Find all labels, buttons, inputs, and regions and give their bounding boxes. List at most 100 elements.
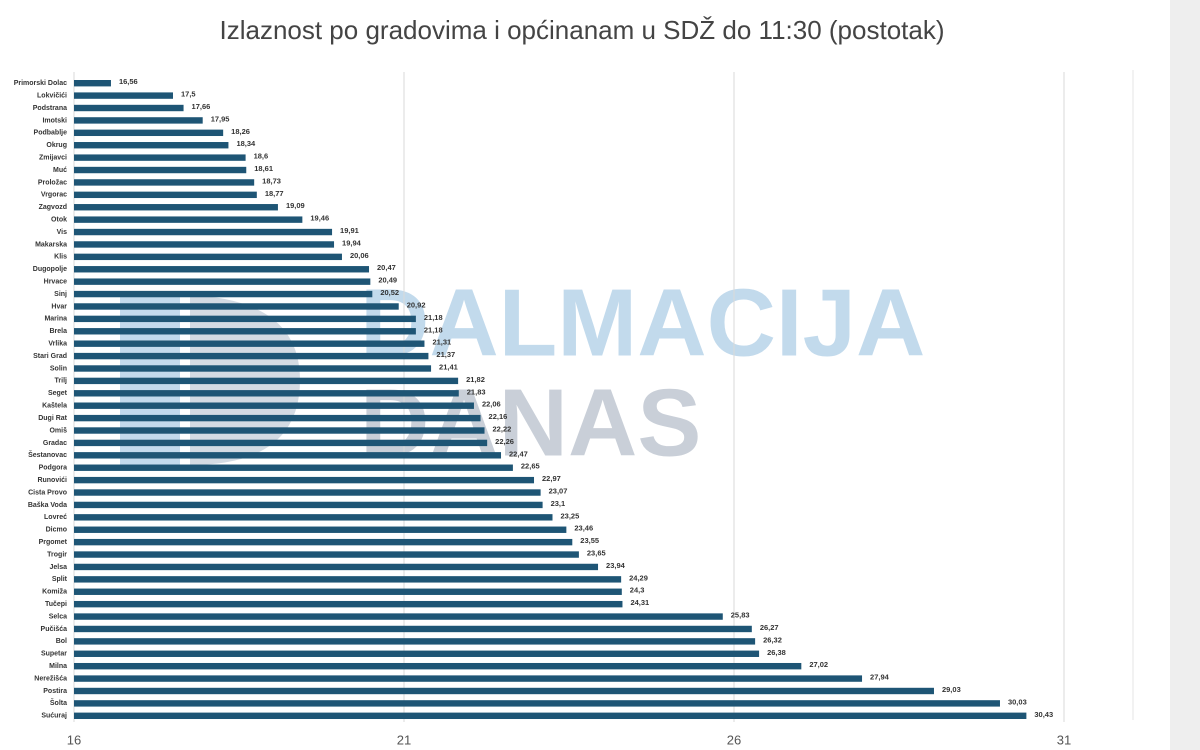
value-label: 18,34: [236, 139, 256, 148]
watermark: DALMACIJA DANAS: [120, 269, 925, 476]
value-label: 23,25: [561, 511, 580, 520]
value-label: 30,43: [1034, 710, 1053, 719]
bar: [74, 476, 535, 484]
bar: [74, 216, 303, 223]
bar: [74, 390, 459, 397]
category-label: Zmijavci: [39, 154, 67, 161]
bar: [74, 563, 599, 571]
bar: [74, 290, 373, 298]
bar: [74, 104, 184, 112]
value-label: 23,46: [574, 524, 593, 533]
value-label: 23,07: [549, 487, 568, 496]
bar: [74, 427, 485, 434]
category-label: Dugi Rat: [38, 415, 67, 422]
value-label: 27,94: [870, 673, 890, 682]
value-label: 17,5: [181, 90, 196, 99]
chart-title: Izlaznost po gradovima i općinanam u SDŽ…: [219, 15, 944, 45]
bar: [74, 154, 246, 161]
category-label: Okrug: [46, 142, 67, 149]
value-label: 20,06: [350, 251, 369, 260]
category-label: Marina: [44, 316, 67, 323]
category-label: Hvar: [51, 303, 67, 310]
x-tick-label: 31: [1057, 732, 1071, 747]
value-label: 21,41: [439, 362, 458, 371]
bar: [74, 600, 623, 608]
bar: [74, 315, 416, 323]
category-label: Sinj: [54, 291, 67, 298]
value-label: 19,94: [342, 238, 362, 247]
value-label: 29,03: [942, 685, 961, 694]
category-label: Šolta: [50, 698, 67, 707]
value-label: 30,03: [1008, 697, 1027, 706]
bar: [74, 576, 622, 583]
category-label: Dicmo: [46, 527, 67, 534]
bar: [74, 662, 802, 670]
value-label: 24,3: [630, 586, 645, 595]
x-tick-label: 26: [727, 732, 741, 747]
category-label: Dugopolje: [33, 266, 67, 273]
category-label: Stari Grad: [33, 353, 67, 360]
value-label: 22,65: [521, 462, 540, 471]
bar: [74, 638, 756, 645]
value-label: 18,77: [265, 189, 284, 198]
category-label: Solin: [50, 365, 67, 372]
category-label: Makarska: [35, 241, 67, 248]
value-label: 21,18: [424, 313, 443, 322]
scrollbar-area: [1170, 0, 1200, 750]
value-label: 20,92: [407, 300, 426, 309]
value-label: 22,16: [489, 412, 508, 421]
bar: [74, 514, 553, 521]
bar: [74, 501, 543, 509]
bar: [74, 278, 371, 285]
category-label: Vrlika: [48, 341, 67, 348]
category-label: Kaštela: [42, 403, 67, 410]
category-label: Baška Voda: [28, 502, 67, 509]
category-label: Muć: [53, 167, 67, 174]
bar: [74, 352, 429, 360]
category-label: Omiš: [49, 427, 67, 434]
bar: [74, 625, 752, 633]
category-label: Lovreć: [44, 514, 67, 521]
bar: [74, 266, 370, 273]
bar: [74, 179, 255, 186]
bar: [74, 303, 399, 310]
category-label: Komiža: [42, 589, 67, 596]
bar: [74, 402, 474, 409]
category-label: Podgora: [39, 465, 67, 472]
value-label: 20,52: [380, 288, 399, 297]
value-label: 23,1: [551, 499, 566, 508]
category-label: Gradac: [43, 440, 67, 447]
value-label: 19,91: [340, 226, 359, 235]
bar: [74, 712, 1027, 719]
category-label: Seget: [48, 390, 68, 397]
value-label: 17,66: [192, 102, 211, 111]
bar: [74, 142, 229, 149]
watermark-text: DALMACIJA: [360, 269, 925, 376]
value-label: 23,55: [580, 536, 599, 545]
value-label: 18,61: [254, 164, 273, 173]
value-label: 18,6: [254, 152, 269, 161]
category-label: Brela: [49, 328, 67, 335]
value-label: 26,32: [763, 635, 782, 644]
category-label: Podbablje: [34, 130, 68, 137]
category-label: Zagvozd: [39, 204, 67, 211]
category-label: Trilj: [55, 378, 68, 385]
category-label: Klis: [54, 254, 67, 261]
value-label: 21,83: [467, 387, 486, 396]
category-label: Prgomet: [39, 539, 68, 546]
category-label: Lokvičići: [37, 92, 67, 99]
value-label: 20,49: [378, 276, 397, 285]
bar: [74, 650, 760, 657]
bar: [74, 166, 247, 174]
category-label: Postira: [43, 688, 67, 695]
value-label: 25,83: [731, 611, 750, 620]
value-label: 21,37: [436, 350, 455, 359]
value-label: 22,47: [509, 449, 528, 458]
category-label: Vis: [57, 229, 67, 236]
bar: [74, 452, 502, 459]
bar: [74, 588, 622, 595]
bar: [74, 92, 173, 99]
value-label: 22,22: [493, 424, 512, 433]
category-label: Bol: [56, 638, 67, 645]
